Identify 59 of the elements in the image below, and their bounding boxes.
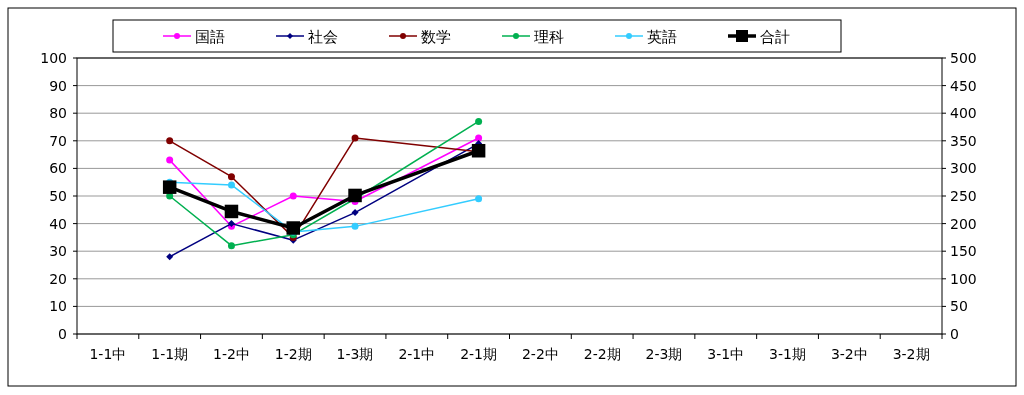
y-tick-label: 30 xyxy=(49,243,67,260)
legend-label: 社会 xyxy=(308,28,338,46)
y-tick-label: 70 xyxy=(49,132,67,149)
x-tick-label: 3-2中 xyxy=(830,346,868,362)
point xyxy=(351,134,359,142)
y-tick-label: 100 xyxy=(40,50,67,66)
point xyxy=(351,209,359,217)
y2-tick-label: 100 xyxy=(950,270,977,287)
legend-label: 合計 xyxy=(760,28,790,46)
y2-tick-label: 50 xyxy=(950,298,968,315)
y-tick-label: 90 xyxy=(49,77,67,94)
x-tick-label: 1-1期 xyxy=(151,346,189,362)
x-tick-label: 2-2中 xyxy=(521,346,559,362)
point xyxy=(348,188,362,203)
point xyxy=(471,143,486,158)
point xyxy=(227,173,235,181)
x-tick-label: 1-3期 xyxy=(336,346,374,362)
y2-tick-label: 200 xyxy=(950,215,977,232)
y2-tick-label: 350 xyxy=(950,132,977,149)
x-tick-label: 2-2期 xyxy=(583,346,621,362)
y-tick-label: 40 xyxy=(49,215,67,232)
y2-tick-label: 300 xyxy=(950,160,977,177)
x-tick-label: 3-1期 xyxy=(769,346,806,362)
legend-label: 理科 xyxy=(534,28,564,46)
y2-tick-label: 150 xyxy=(950,243,977,260)
x-tick-label: 3-2期 xyxy=(892,346,930,362)
x-tick-label: 2-1期 xyxy=(460,346,498,362)
legend-label: 英語 xyxy=(647,28,677,46)
y-tick-label: 60 xyxy=(49,160,67,177)
y2-tick-label: 250 xyxy=(950,188,977,204)
x-tick-label: 2-3期 xyxy=(645,346,683,362)
point xyxy=(227,242,235,250)
y2-tick-label: 400 xyxy=(950,105,977,122)
y-tick-label: 20 xyxy=(49,270,67,287)
point xyxy=(286,221,300,235)
x-tick-label: 1-2中 xyxy=(213,346,250,362)
point xyxy=(289,192,297,200)
y-tick-label: 0 xyxy=(58,326,67,342)
point xyxy=(475,117,483,125)
point xyxy=(166,156,174,164)
y-tick-label: 10 xyxy=(49,298,67,315)
point xyxy=(166,137,174,145)
point xyxy=(475,195,483,203)
y-tick-label: 50 xyxy=(49,188,67,204)
y2-tick-label: 450 xyxy=(950,77,977,94)
y2-tick-label: 0 xyxy=(950,326,959,342)
legend-label: 数学 xyxy=(421,28,451,46)
point xyxy=(166,253,174,261)
x-tick-label: 1-1中 xyxy=(89,346,127,362)
point xyxy=(351,222,359,230)
legend-label: 国語 xyxy=(195,28,225,46)
y2-tick-label: 500 xyxy=(950,50,977,66)
point xyxy=(224,204,239,219)
point xyxy=(162,180,177,194)
point xyxy=(227,181,235,189)
x-tick-label: 3-1中 xyxy=(707,346,745,362)
x-tick-label: 2-1中 xyxy=(398,346,436,362)
y-tick-label: 80 xyxy=(49,105,67,122)
x-tick-label: 1-2期 xyxy=(274,346,312,362)
